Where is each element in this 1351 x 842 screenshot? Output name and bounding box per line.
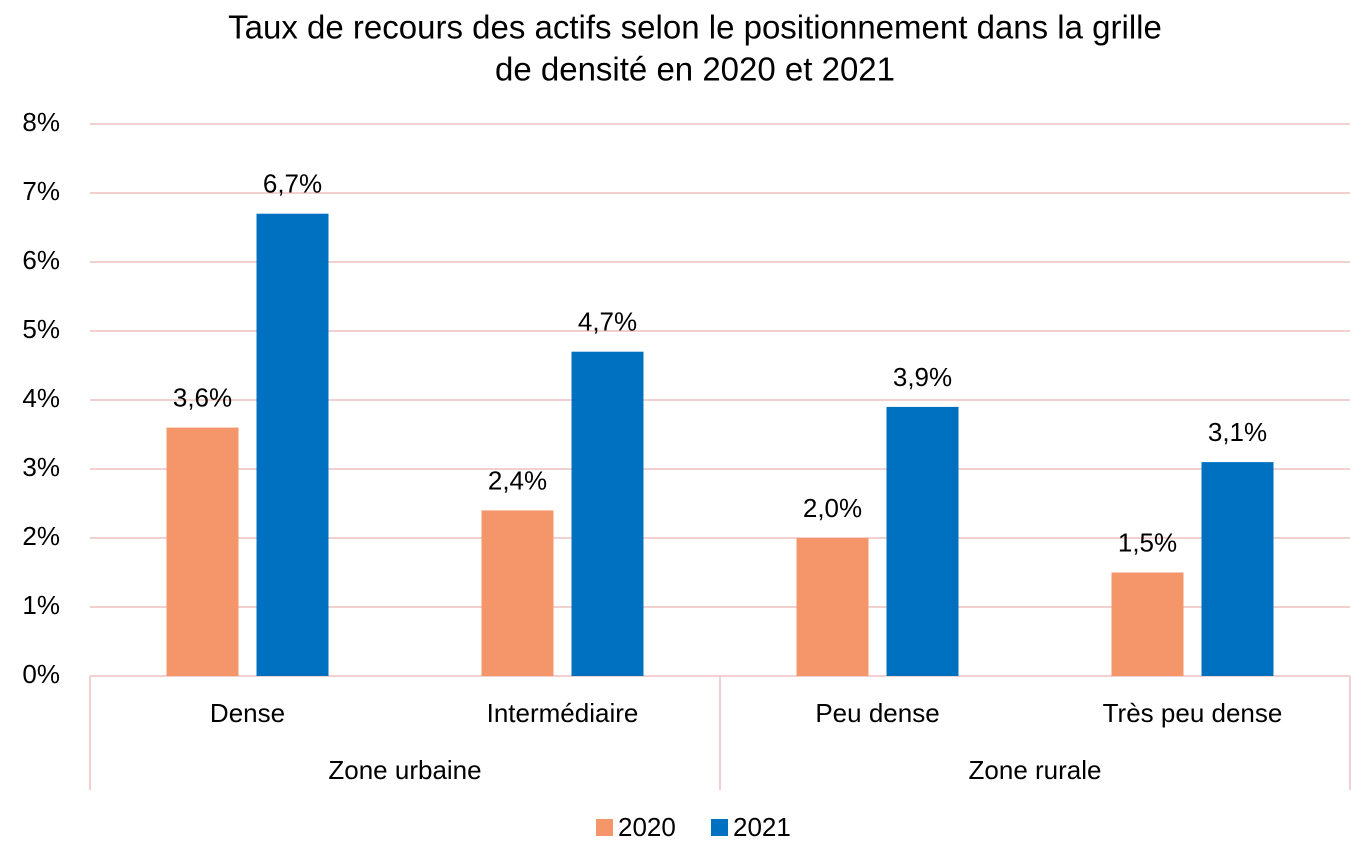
bar xyxy=(1201,462,1274,676)
legend-swatch xyxy=(711,819,728,836)
y-tick-label: 8% xyxy=(22,107,60,137)
legend-label: 2020 xyxy=(618,812,676,842)
y-tick-label: 6% xyxy=(22,245,60,275)
y-tick-label: 5% xyxy=(22,314,60,344)
bar xyxy=(1111,572,1184,676)
data-label: 4,7% xyxy=(578,307,637,337)
data-label: 1,5% xyxy=(1118,527,1177,557)
group-label: Zone urbaine xyxy=(328,755,481,785)
x-tick-label: Très peu dense xyxy=(1103,698,1283,728)
x-tick-label: Peu dense xyxy=(815,698,939,728)
bar xyxy=(886,406,959,676)
y-tick-label: 3% xyxy=(22,452,60,482)
data-label: 6,7% xyxy=(263,169,322,199)
chart-title: Taux de recours des actifs selon le posi… xyxy=(228,9,1162,46)
data-label: 2,4% xyxy=(488,465,547,495)
bar xyxy=(166,427,239,676)
data-label: 3,6% xyxy=(173,382,232,412)
bar xyxy=(571,351,644,676)
x-tick-label: Intermédiaire xyxy=(487,698,639,728)
data-label: 2,0% xyxy=(803,493,862,523)
y-tick-label: 0% xyxy=(22,659,60,689)
data-label: 3,1% xyxy=(1208,417,1267,447)
legend-label: 2021 xyxy=(733,812,791,842)
bar xyxy=(796,538,869,676)
y-tick-label: 4% xyxy=(22,383,60,413)
legend-swatch xyxy=(596,819,613,836)
x-tick-label: Dense xyxy=(210,698,285,728)
chart-title: de densité en 2020 et 2021 xyxy=(495,51,895,88)
y-tick-label: 1% xyxy=(22,590,60,620)
group-label: Zone rurale xyxy=(969,755,1102,785)
y-tick-label: 2% xyxy=(22,521,60,551)
bar xyxy=(481,510,554,676)
bar xyxy=(256,213,329,676)
y-tick-label: 7% xyxy=(22,176,60,206)
data-label: 3,9% xyxy=(893,362,952,392)
